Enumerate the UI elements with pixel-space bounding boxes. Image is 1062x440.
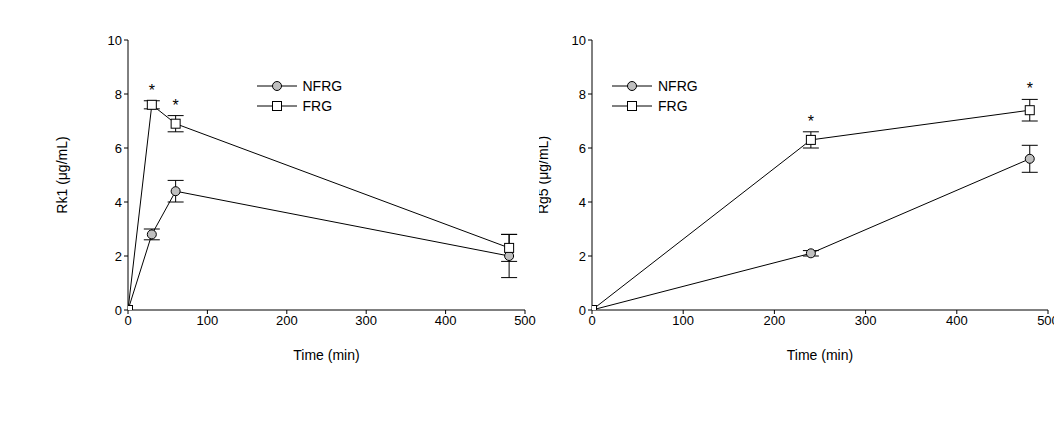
svg-text:*: *: [149, 82, 155, 99]
svg-text:8: 8: [579, 87, 586, 102]
svg-text:300: 300: [855, 313, 877, 328]
svg-text:100: 100: [672, 313, 694, 328]
svg-text:Time (min): Time (min): [787, 347, 853, 363]
svg-text:0: 0: [579, 303, 586, 318]
svg-text:Rk1 (μg/mL): Rk1 (μg/mL): [54, 136, 70, 213]
svg-text:*: *: [173, 97, 179, 114]
svg-text:Rg5 (μg/mL): Rg5 (μg/mL): [539, 136, 551, 214]
svg-text:*: *: [808, 113, 814, 130]
svg-text:4: 4: [115, 195, 122, 210]
svg-text:200: 200: [764, 313, 786, 328]
svg-text:6: 6: [115, 141, 122, 156]
svg-text:Time (min): Time (min): [293, 347, 359, 363]
svg-text:300: 300: [355, 313, 377, 328]
html-text:FRG: FRG: [658, 98, 688, 114]
svg-text:0: 0: [115, 303, 122, 318]
svg-text:200: 200: [276, 313, 298, 328]
svg-text:2: 2: [579, 249, 586, 264]
svg-text:*: *: [1027, 80, 1033, 97]
svg-text:4: 4: [579, 195, 586, 210]
svg-text:6: 6: [579, 141, 586, 156]
svg-text:400: 400: [946, 313, 968, 328]
svg-text:500: 500: [514, 313, 536, 328]
svg-text:400: 400: [435, 313, 457, 328]
html-text:NFRG: NFRG: [302, 78, 343, 94]
svg-text:8: 8: [115, 87, 122, 102]
svg-text:2: 2: [115, 249, 122, 264]
svg-text:10: 10: [108, 33, 122, 48]
svg-text:100: 100: [197, 313, 219, 328]
html-text:NFRG: NFRG: [658, 78, 698, 94]
svg-text:500: 500: [1037, 313, 1054, 328]
svg-text:0: 0: [124, 313, 131, 328]
html-text:FRG: FRG: [302, 98, 333, 114]
svg-text:0: 0: [588, 313, 595, 328]
svg-text:10: 10: [572, 33, 586, 48]
